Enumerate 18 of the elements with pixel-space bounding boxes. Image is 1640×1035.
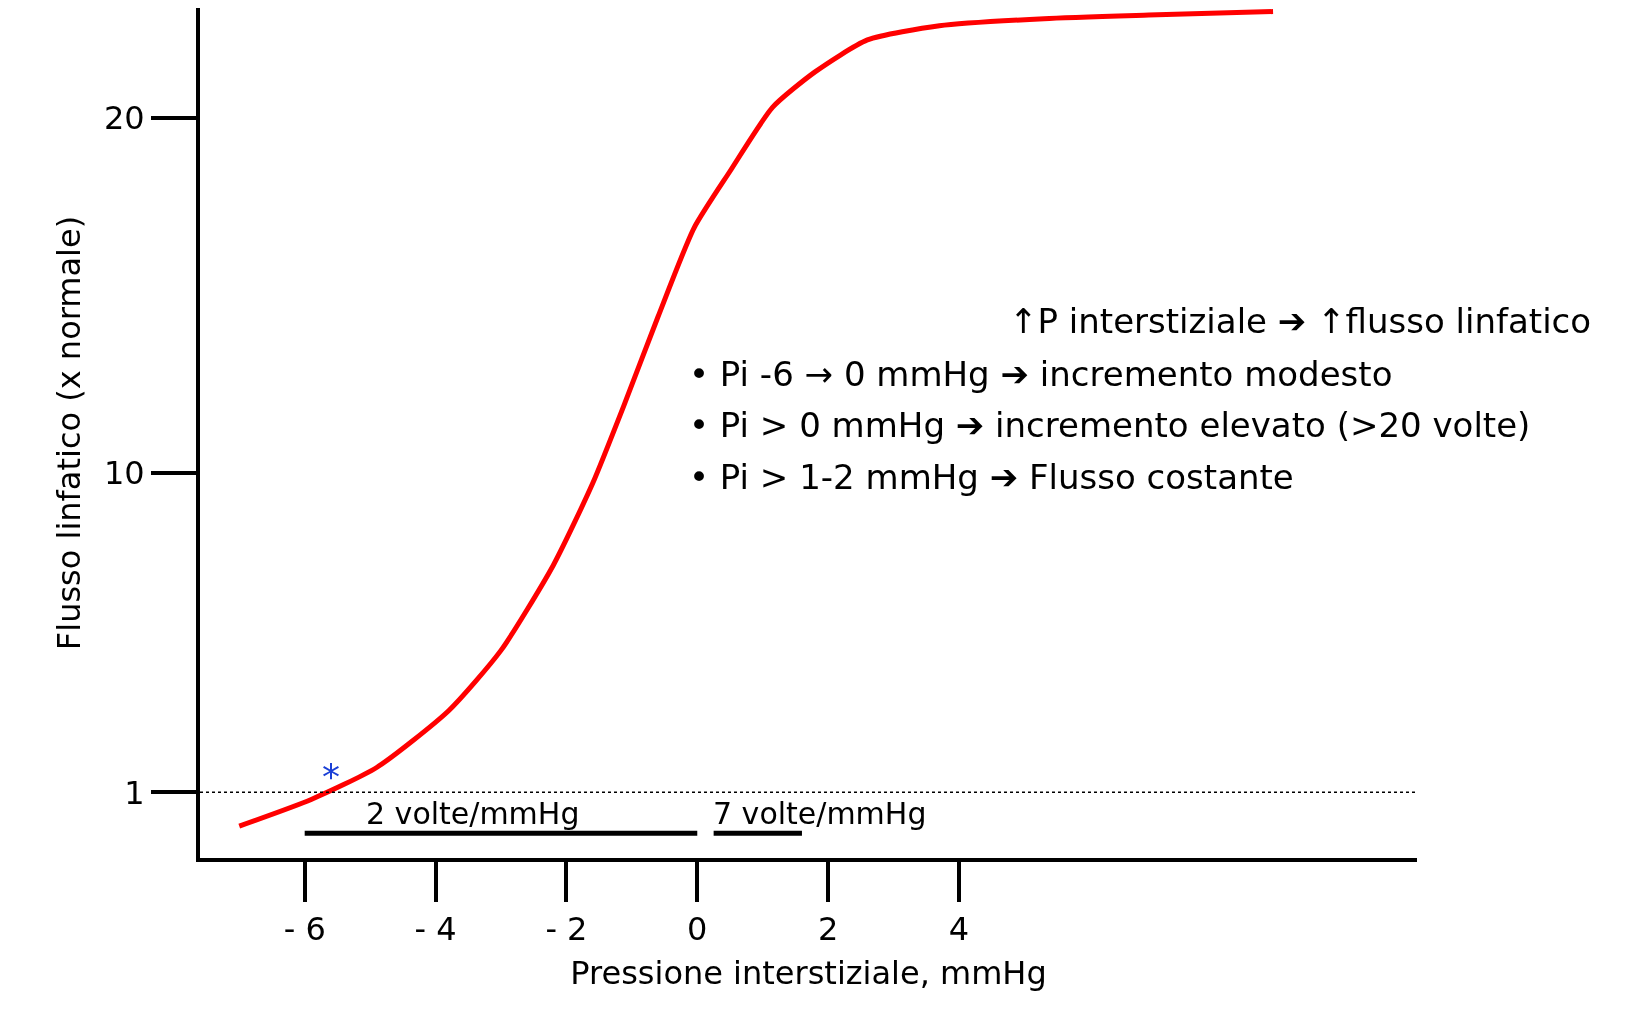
y-tick-label: 10 <box>103 454 145 493</box>
annotation: ↑P interstiziale ➔ ↑flusso linfatico <box>1009 301 1592 341</box>
y-tick-label: 1 <box>124 773 145 812</box>
annotation: 2 volte/mmHg <box>366 796 580 831</box>
annotation: • Pi > 0 mmHg ➔ incremento elevato (>20 volte) <box>689 405 1531 445</box>
annotation: 7 volte/mmHg <box>713 796 927 831</box>
annotation: • Pi -6 → 0 mmHg ➔ incremento modesto <box>689 354 1393 394</box>
x-tick-label: - 2 <box>545 910 588 949</box>
annotation: • Pi > 1-2 mmHg ➔ Flusso costante <box>689 457 1294 497</box>
x-tick-label: 0 <box>687 910 708 949</box>
annotation: * <box>322 756 340 797</box>
x-tick-label: 4 <box>948 910 970 949</box>
x-tick-label: - 4 <box>414 910 457 949</box>
x-tick-label: 2 <box>817 910 839 949</box>
x-tick-label: - 6 <box>283 910 326 949</box>
y-axis-title: Flusso linfatico (x normale) <box>49 215 88 651</box>
x-axis-title: Pressione interstiziale, mmHg <box>570 953 1047 992</box>
y-tick-label: 20 <box>103 99 145 138</box>
